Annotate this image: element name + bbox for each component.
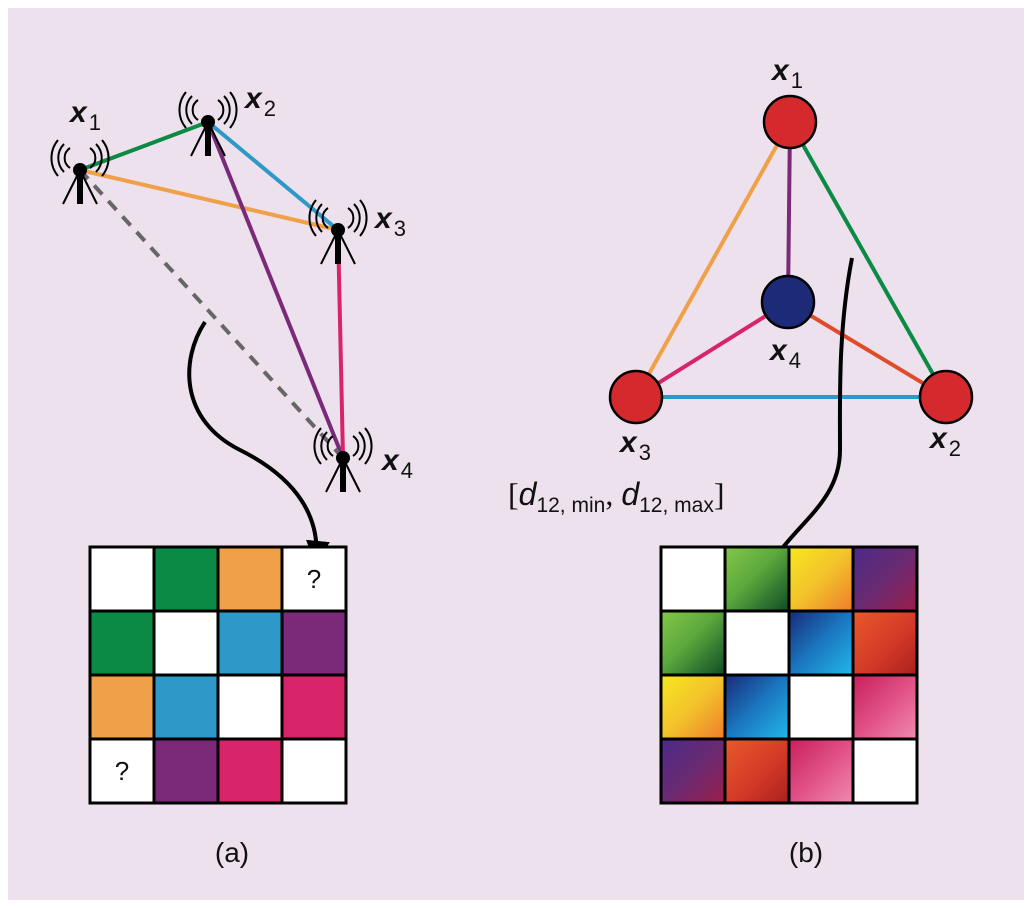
- antenna-icon: [308, 199, 368, 265]
- node-label-x1: x1: [770, 54, 803, 93]
- matrix-cell: [88, 737, 156, 805]
- edge-1-4: [786, 121, 792, 303]
- edge-1-3: [79, 168, 339, 232]
- node-label-x4: x4: [768, 334, 801, 373]
- edge-2-4: [786, 300, 948, 399]
- node-label-x1: x1: [68, 96, 101, 135]
- arrow-to-matrix-b: [756, 257, 854, 589]
- panel-a: x1 x2 x3 x4 ?? (a): [50, 82, 413, 868]
- node-x2: [918, 369, 974, 425]
- edge-1-4-unknown: [78, 168, 345, 460]
- matrix-cell: [216, 673, 284, 741]
- panel-a-antennas: [50, 91, 373, 493]
- matrix-cell: [723, 609, 791, 677]
- matrix-cell: [723, 673, 791, 741]
- distance-matrix-a: ??: [88, 545, 348, 805]
- matrix-cell: [280, 545, 348, 613]
- matrix-cell: [152, 737, 220, 805]
- caption-b: (b): [789, 837, 823, 868]
- matrix-cell: [787, 545, 855, 613]
- edge-1-2: [788, 121, 948, 398]
- matrix-cell: [88, 673, 156, 741]
- edge-2-4: [206, 121, 345, 459]
- matrix-cell: [851, 737, 919, 805]
- unknown-entry-mark: ?: [307, 564, 321, 594]
- node-x4: [760, 274, 816, 330]
- matrix-cell: [659, 737, 727, 805]
- edge-3-4: [336, 229, 345, 459]
- panel-b: x1 x2 x3 x4 [d12, min, d12, max] (b): [508, 54, 974, 868]
- panel-b-node-labels: x1 x2 x3 x4: [618, 54, 961, 465]
- matrix-cell: [152, 609, 220, 677]
- matrix-cell: [659, 609, 727, 677]
- matrix-cell: [88, 545, 156, 613]
- matrix-cell: [851, 545, 919, 613]
- panel-b-edges: [634, 121, 948, 399]
- edge-1-3: [634, 121, 792, 398]
- matrix-cell: [787, 673, 855, 741]
- distance-interval-label: [d12, min, d12, max]: [508, 476, 724, 517]
- matrix-cell: [851, 609, 919, 677]
- matrix-cell: [216, 609, 284, 677]
- matrix-cell: [723, 545, 791, 613]
- matrix-cell: [659, 545, 727, 613]
- matrix-cell: [280, 673, 348, 741]
- node-label-x4: x4: [380, 444, 413, 483]
- panel-b-nodes: [608, 94, 974, 425]
- arrow-to-matrix-a: [187, 320, 330, 565]
- unknown-entry-mark: ?: [115, 756, 129, 786]
- antenna-icon: [178, 91, 238, 157]
- matrix-cell: [787, 609, 855, 677]
- antenna-icon: [313, 427, 373, 493]
- node-x1: [762, 94, 818, 150]
- distance-matrix-b: [659, 545, 919, 805]
- matrix-cell: [152, 673, 220, 741]
- matrix-cell: [88, 609, 156, 677]
- matrix-cell: [851, 673, 919, 741]
- panel-a-node-labels: x1 x2 x3 x4: [68, 82, 413, 483]
- node-x3: [608, 369, 664, 425]
- caption-a: (a): [215, 837, 249, 868]
- node-label-x2: x2: [243, 82, 276, 121]
- matrix-cell: [216, 737, 284, 805]
- matrix-cell: [787, 737, 855, 805]
- node-label-x3: x3: [373, 202, 406, 241]
- matrix-cell: [280, 737, 348, 805]
- matrix-cell: [152, 545, 220, 613]
- matrix-cell: [723, 737, 791, 805]
- matrix-cell: [216, 545, 284, 613]
- edge-3-4: [634, 300, 790, 399]
- node-label-x2: x2: [928, 422, 961, 461]
- matrix-cell: [659, 673, 727, 741]
- node-label-x3: x3: [618, 426, 651, 465]
- antenna-icon: [50, 139, 110, 205]
- matrix-cell: [280, 609, 348, 677]
